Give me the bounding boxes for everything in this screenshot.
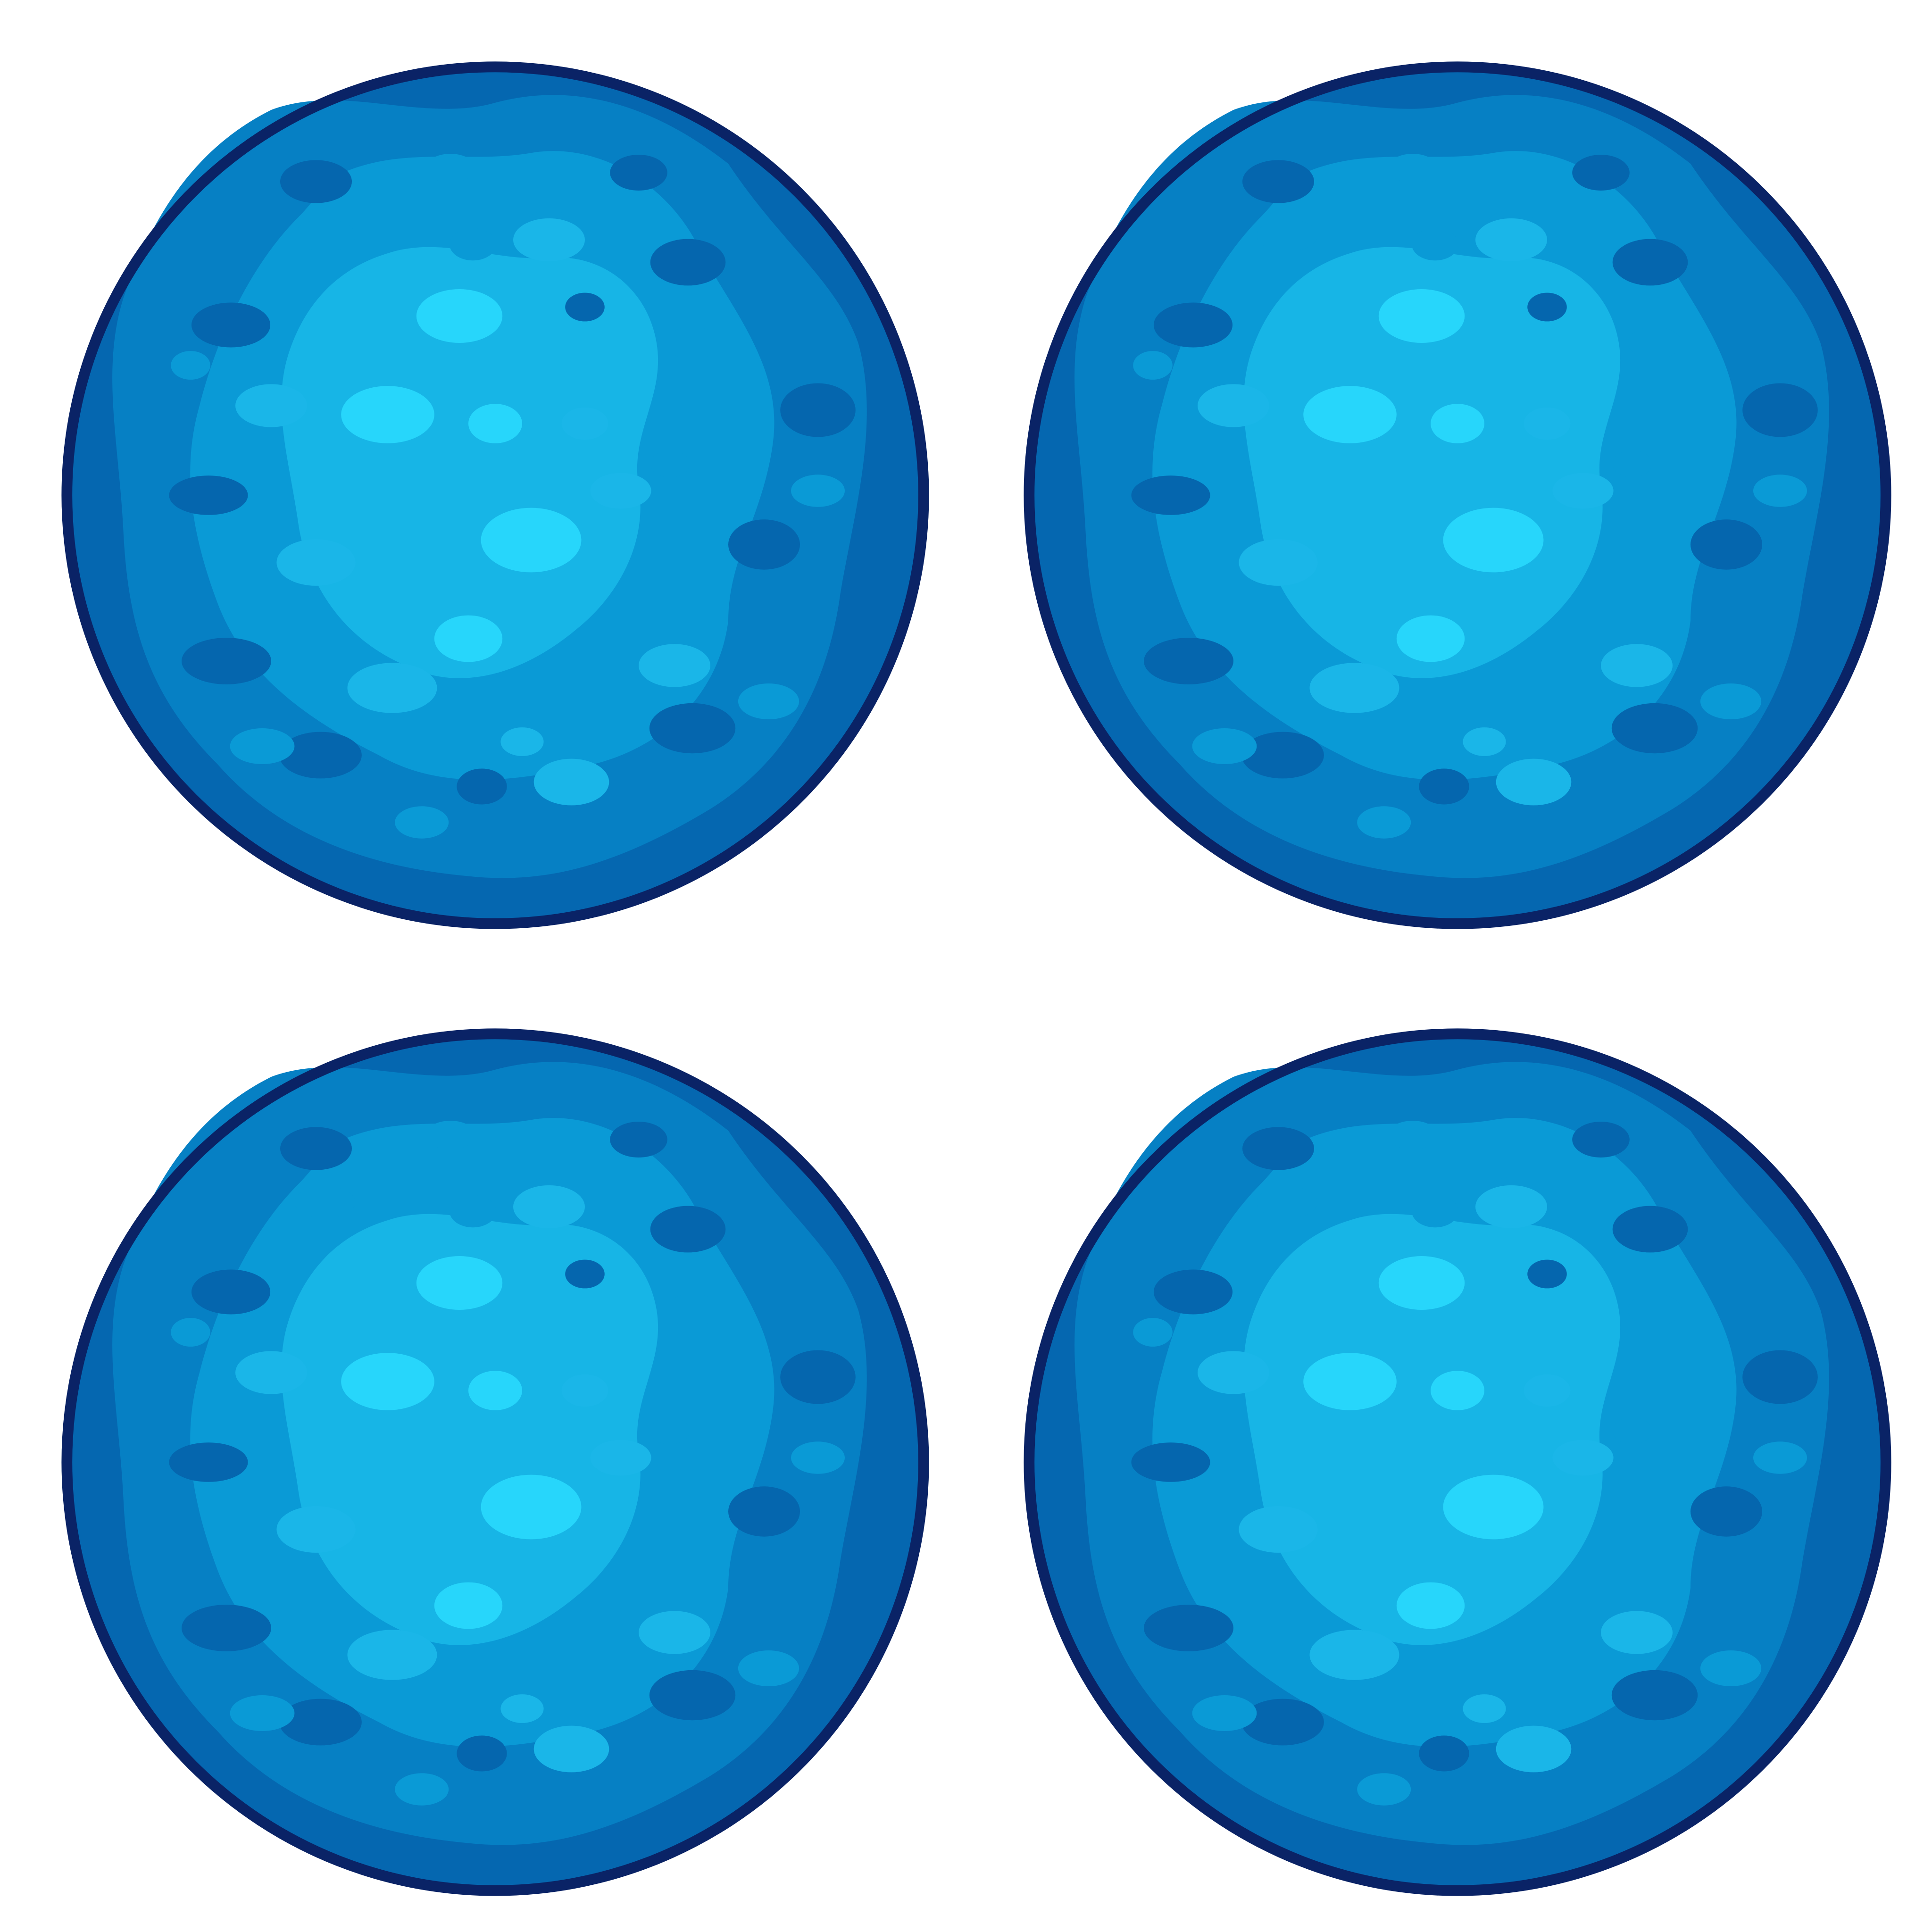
- planet-variant-2: [1009, 47, 1906, 943]
- planet-variant-3: [47, 1014, 943, 1910]
- planet-sprite: [1009, 1014, 1906, 1910]
- planet-sprite: [47, 1014, 943, 1910]
- planet-sprite: [47, 47, 943, 943]
- planet-variant-1: [47, 47, 943, 943]
- planet-variant-4: [1009, 1014, 1906, 1910]
- planet-sprite: [1009, 47, 1906, 943]
